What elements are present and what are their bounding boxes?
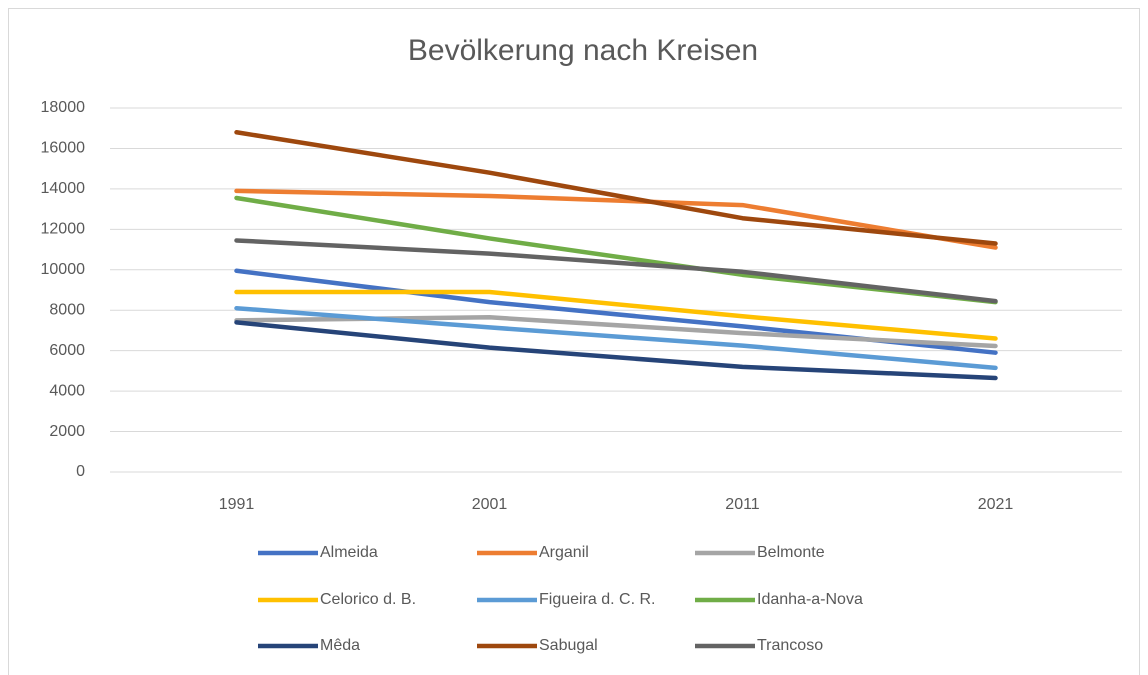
series-line [234, 320, 998, 381]
y-tick-label: 8000 [49, 301, 85, 318]
x-tick-label: 1991 [219, 496, 255, 513]
legend-label: Celorico d. B. [320, 591, 416, 608]
x-tick-label: 2021 [978, 496, 1014, 513]
legend-label: Figueira d. C. R. [539, 591, 655, 608]
y-tick-label: 4000 [49, 382, 85, 399]
y-tick-label: 2000 [49, 423, 85, 440]
legend-label: Idanha-a-Nova [757, 591, 863, 608]
chart-title: Bevölkerung nach Kreisen [408, 34, 758, 67]
legend-label: Almeida [320, 544, 378, 561]
series-line [234, 289, 998, 341]
series-line [234, 238, 998, 304]
legend-label: Sabugal [539, 637, 598, 654]
legend-label: Arganil [539, 544, 589, 561]
legend-label: Trancoso [757, 637, 823, 654]
legend-label: Belmonte [757, 544, 825, 561]
y-tick-label: 16000 [41, 140, 86, 157]
y-tick-label: 18000 [41, 99, 86, 116]
legend-label: Mêda [320, 637, 360, 654]
y-tick-label: 0 [76, 463, 85, 480]
series-line [234, 188, 998, 250]
y-tick-label: 10000 [41, 261, 86, 278]
y-tick-label: 14000 [41, 180, 86, 197]
y-tick-label: 12000 [41, 221, 86, 238]
series-line [234, 130, 998, 246]
x-tick-label: 2001 [472, 496, 508, 513]
x-tick-label: 2011 [725, 496, 760, 513]
series-line [234, 305, 998, 371]
y-tick-label: 6000 [49, 342, 85, 359]
